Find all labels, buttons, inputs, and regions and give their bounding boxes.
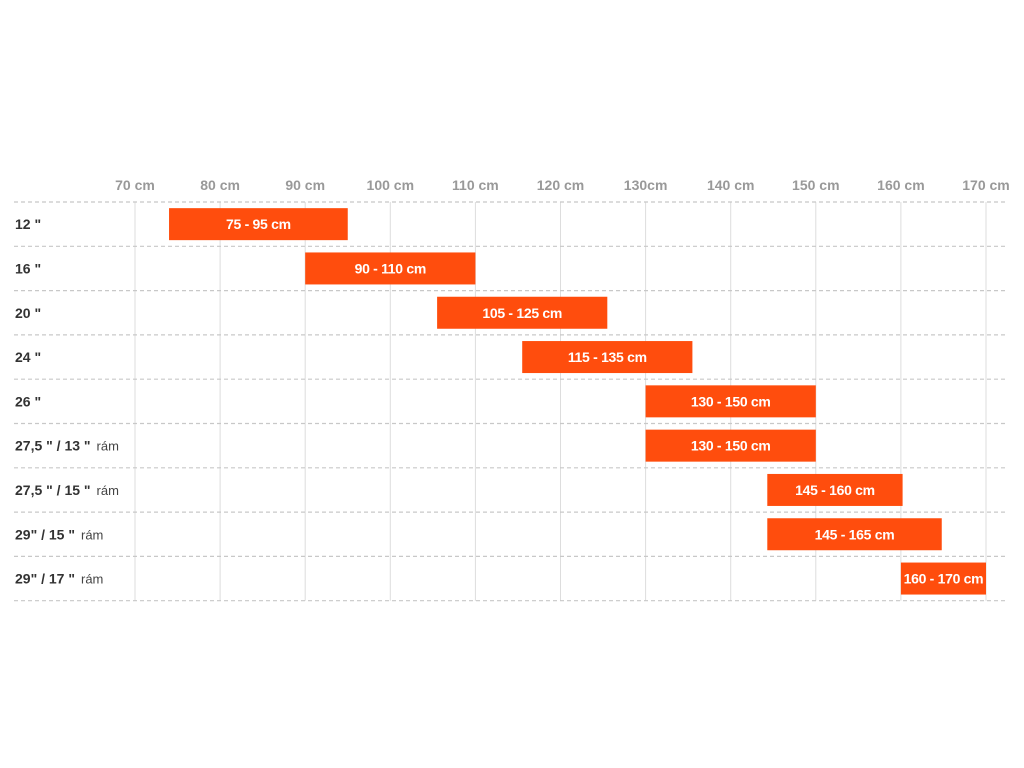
bar-value-label: 75 - 95 cm: [226, 216, 291, 232]
range-bar: [437, 296, 608, 329]
grid-lines: [14, 201, 1006, 602]
range-bar: [645, 429, 816, 462]
row-label-suffix: rám: [81, 527, 103, 542]
row-label: 24 ": [15, 349, 41, 365]
range-bar: [645, 385, 816, 418]
row-label: 27,5 " / 13 " rám: [15, 438, 119, 454]
row-label: 26 ": [15, 393, 41, 409]
x-tick-label: 110 cm: [452, 177, 499, 193]
row-label-main: 24 ": [15, 349, 41, 365]
row-label-main: 12 ": [15, 216, 41, 232]
row-label: 20 ": [15, 305, 41, 321]
row-labels: 12 "16 "20 "24 "26 "27,5 " / 13 " rám27,5…: [15, 216, 119, 586]
x-tick-label: 150 cm: [792, 177, 839, 193]
row-label: 27,5 " / 15 " rám: [15, 482, 119, 498]
range-bar: [900, 562, 986, 595]
bar-value-label: 130 - 150 cm: [691, 393, 771, 409]
row-label-main: 20 ": [15, 305, 41, 321]
range-bar: [522, 341, 693, 374]
x-tick-label: 130cm: [624, 177, 668, 193]
x-tick-label: 100 cm: [367, 177, 414, 193]
bar-value-label: 130 - 150 cm: [691, 438, 771, 454]
bar-value-label: 145 - 160 cm: [795, 482, 875, 498]
bar-value-label: 105 - 125 cm: [482, 305, 562, 321]
bar-value-label: 115 - 135 cm: [568, 349, 647, 365]
row-label-suffix: rám: [97, 483, 119, 498]
range-bar: [305, 252, 476, 285]
row-label-main: 16 ": [15, 260, 41, 276]
x-tick-label: 70 cm: [115, 177, 155, 193]
row-label: 29" / 15 " rám: [15, 526, 103, 542]
x-tick-label: 140 cm: [707, 177, 754, 193]
bar-value-label: 90 - 110 cm: [355, 260, 426, 276]
x-tick-label: 120 cm: [537, 177, 584, 193]
bar-value-label: 160 - 170 cm: [904, 571, 984, 587]
x-tick-label: 80 cm: [200, 177, 240, 193]
x-tick-label: 90 cm: [285, 177, 325, 193]
row-label-main: 29" / 15 ": [15, 526, 75, 542]
x-tick-label: 160 cm: [877, 177, 924, 193]
row-label-main: 27,5 " / 13 ": [15, 438, 91, 454]
x-axis-ticks: 70 cm 80 cm 90 cm 100 cm 110 cm 120 cm 130cm 14…: [115, 177, 1010, 193]
row-label-main: 29" / 17 ": [15, 571, 75, 587]
row-label: 16 ": [15, 260, 41, 276]
bar-value-label: 145 - 165 cm: [815, 526, 895, 542]
range-bar: [767, 473, 903, 506]
range-bar: [767, 518, 942, 551]
row-label-suffix: rám: [97, 439, 119, 454]
range-bars: 75 - 95 cm 90 - 110 cm 105 - 125 cm 115 - 1…: [169, 208, 986, 595]
row-label-main: 26 ": [15, 393, 41, 409]
x-tick-label: 170 cm: [962, 177, 1009, 193]
range-bar: [169, 208, 348, 241]
row-label: 29" / 17 " rám: [15, 571, 103, 587]
row-label: 12 ": [15, 216, 41, 232]
row-label-main: 27,5 " / 15 ": [15, 482, 91, 498]
row-label-suffix: rám: [81, 572, 103, 587]
